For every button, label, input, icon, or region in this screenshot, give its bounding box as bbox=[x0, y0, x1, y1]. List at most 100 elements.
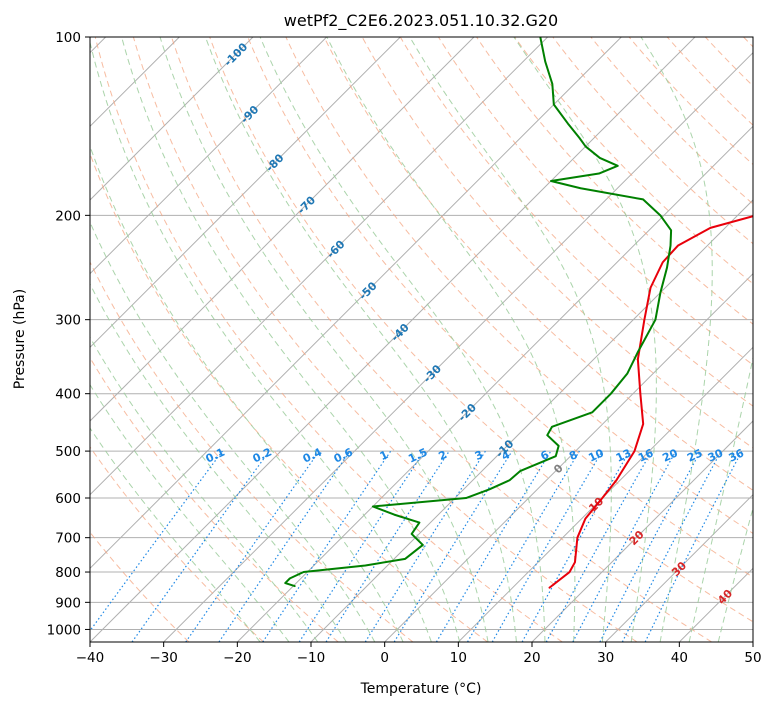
moist-adiabat-line bbox=[90, 383, 290, 642]
dry-adiabat-line bbox=[90, 356, 339, 642]
reference-lines bbox=[90, 37, 753, 642]
x-tick-label: 10 bbox=[450, 650, 467, 666]
moist-adiabat-line bbox=[90, 220, 376, 642]
dry-adiabat-line bbox=[476, 37, 753, 325]
moist-adiabat-line bbox=[409, 37, 612, 642]
dry-adiabat-line bbox=[438, 37, 753, 366]
moist-adiabat-line bbox=[90, 283, 347, 642]
isotherm-line bbox=[90, 37, 622, 570]
moist-adiabat-line bbox=[90, 40, 432, 642]
mixing-ratio-line bbox=[364, 450, 486, 642]
mixing-ratio-line bbox=[262, 450, 392, 642]
y-tick-label: 800 bbox=[55, 565, 81, 581]
moist-adiabat-line bbox=[640, 37, 713, 642]
moist-adiabat-line bbox=[90, 144, 404, 642]
mixing-ratio-label: 16 bbox=[636, 446, 656, 464]
isotherm-label: -40 bbox=[389, 321, 412, 344]
y-axis: 100 200 300 400 500 600 700 800 900 1000 bbox=[47, 30, 90, 638]
dry-adiabat-line bbox=[209, 37, 753, 623]
y-tick-label: 700 bbox=[55, 531, 81, 547]
dry-adiabat-line bbox=[90, 152, 488, 642]
x-tick-label: −40 bbox=[76, 650, 105, 666]
isotherm-label: -100 bbox=[222, 40, 251, 69]
moist-adiabat-line bbox=[717, 506, 753, 642]
dry-adiabat-line bbox=[90, 260, 414, 642]
x-tick-label: −20 bbox=[223, 650, 252, 666]
moist-adiabat-line bbox=[204, 37, 517, 642]
isotherm-line bbox=[90, 37, 401, 349]
y-tick-label: 900 bbox=[55, 595, 81, 611]
warm-isotherm-label: 40 bbox=[715, 587, 735, 607]
dry-adiabat-line bbox=[247, 37, 753, 578]
dry-adiabat-line bbox=[743, 37, 753, 48]
moist-adiabat-line bbox=[688, 355, 753, 642]
mixing-ratio-line bbox=[435, 450, 552, 642]
mixing-ratio-label: 30 bbox=[706, 446, 726, 464]
dry-adiabat-line bbox=[361, 37, 753, 449]
x-tick-label: −10 bbox=[297, 650, 326, 666]
dry-adiabat-line bbox=[666, 37, 753, 126]
y-tick-label: 600 bbox=[55, 491, 81, 507]
x-axis-label: Temperature (°C) bbox=[360, 681, 482, 697]
mixing-ratio-label: 0.4 bbox=[301, 445, 324, 465]
reference-labels: 0.1 0.2 0.4 0.6 1 1.5 2 3 4 6 8 10 13 16 20 25 30 36-100-… bbox=[204, 40, 747, 607]
isotherm-line bbox=[163, 51, 753, 642]
y-axis-label: Pressure (hPa) bbox=[12, 289, 28, 389]
mixing-ratio-label: 2 bbox=[437, 448, 449, 463]
mixing-ratio-label: 1.5 bbox=[406, 446, 429, 466]
mixing-ratio-line bbox=[131, 450, 270, 642]
isotherm-line bbox=[90, 37, 254, 201]
mixing-ratio-label: 8 bbox=[567, 448, 579, 463]
moist-adiabat-line bbox=[159, 37, 489, 642]
moist-adiabat-line bbox=[121, 37, 461, 642]
x-tick-label: 30 bbox=[597, 650, 614, 666]
isotherm-line bbox=[605, 493, 753, 642]
mixing-ratio-label: 3 bbox=[473, 448, 485, 463]
mixing-ratio-line bbox=[90, 450, 223, 632]
isotherm-line bbox=[90, 37, 696, 642]
isotherm-line bbox=[90, 37, 549, 496]
mixing-ratio-line bbox=[185, 450, 320, 642]
mixing-ratio-line bbox=[393, 450, 513, 642]
chart-title: wetPf2_C2E6.2023.051.10.32.G20 bbox=[284, 11, 558, 31]
dry-adiabat-line bbox=[90, 531, 190, 642]
y-tick-label: 500 bbox=[55, 444, 81, 460]
plot-frame bbox=[89, 36, 754, 643]
mixing-ratio-label: 20 bbox=[660, 446, 680, 464]
isotherm-line bbox=[678, 567, 753, 642]
dry-adiabat-line bbox=[399, 37, 753, 407]
profile-lines bbox=[284, 37, 753, 589]
warm-isotherm-label: 0 bbox=[551, 461, 566, 476]
isotherm-label: -90 bbox=[238, 103, 261, 126]
moist-adiabat-line bbox=[326, 37, 576, 642]
isotherm-line bbox=[752, 641, 753, 642]
mixing-ratio-label: 13 bbox=[614, 446, 633, 464]
x-tick-label: 50 bbox=[744, 650, 761, 666]
isotherm-label: -10 bbox=[493, 437, 516, 460]
dewpoint-line bbox=[284, 37, 673, 588]
mixing-ratio-line bbox=[218, 450, 351, 642]
mixing-ratio-label: 25 bbox=[685, 446, 704, 464]
dry-adiabat-line bbox=[132, 37, 638, 642]
dry-adiabat-line bbox=[323, 37, 753, 491]
y-tick-label: 1000 bbox=[47, 622, 81, 638]
mixing-ratio-line bbox=[545, 450, 653, 642]
dry-adiabat-line bbox=[704, 37, 753, 87]
dry-adiabat-line bbox=[171, 37, 713, 642]
mixing-ratio-label: 0.6 bbox=[332, 445, 355, 465]
mixing-ratio-line bbox=[599, 450, 702, 642]
isotherm-label: -70 bbox=[295, 193, 318, 216]
dry-adiabat-line bbox=[94, 37, 563, 642]
mixing-ratio-line bbox=[325, 450, 450, 642]
moist-adiabat-line bbox=[90, 427, 261, 642]
y-tick-label: 400 bbox=[55, 387, 81, 403]
moist-adiabat-line bbox=[90, 336, 319, 642]
temperature-line bbox=[548, 215, 753, 589]
mixing-ratio-label: 36 bbox=[727, 446, 747, 464]
y-tick-label: 300 bbox=[55, 313, 81, 329]
x-axis: −40 −30 −20 −10 0 10 20 30 40 50 bbox=[76, 642, 762, 666]
dry-adiabat-line bbox=[590, 37, 753, 205]
isotherm-line bbox=[90, 37, 475, 422]
mixing-ratio-line bbox=[298, 450, 425, 642]
